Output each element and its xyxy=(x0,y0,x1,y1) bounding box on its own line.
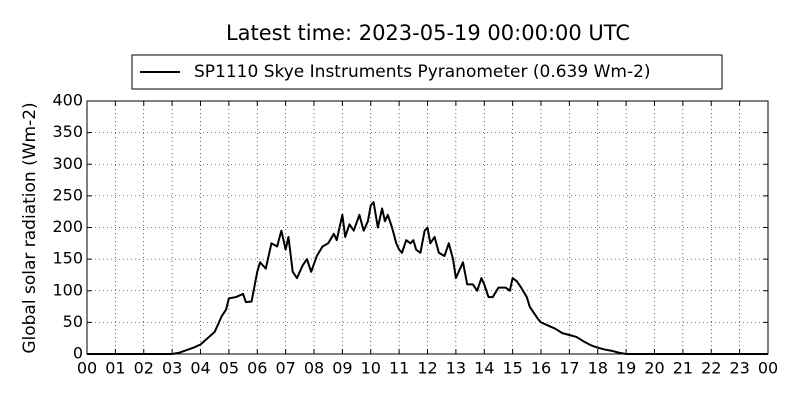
y-tick-label: 200 xyxy=(52,217,83,236)
y-tick-label: 350 xyxy=(52,122,83,141)
legend-label: SP1110 Skye Instruments Pyranometer (0.6… xyxy=(194,62,651,82)
x-tick-label: 05 xyxy=(219,359,239,378)
y-tick-label: 400 xyxy=(52,91,83,110)
x-tick-label: 18 xyxy=(588,359,608,378)
x-tick-label: 12 xyxy=(417,359,437,378)
data-line xyxy=(87,201,768,355)
x-tick-label: 02 xyxy=(134,359,154,378)
chart-title: Latest time: 2023-05-19 00:00:00 UTC xyxy=(226,21,630,45)
x-tick-label: 00 xyxy=(758,359,778,378)
x-tick-label: 15 xyxy=(502,359,522,378)
x-tick-label: 09 xyxy=(332,359,352,378)
y-axis-label: Global solar radiation (Wm-2) xyxy=(20,102,40,353)
x-tick-label: 01 xyxy=(105,359,125,378)
x-tick-label: 13 xyxy=(446,359,466,378)
x-tick-label: 08 xyxy=(304,359,324,378)
x-tick-label: 03 xyxy=(162,359,182,378)
y-tick-label: 50 xyxy=(63,312,83,331)
x-tick-label: 07 xyxy=(275,359,295,378)
y-tick-label: 300 xyxy=(52,154,83,173)
x-tick-label: 14 xyxy=(474,359,494,378)
x-tick-label: 06 xyxy=(247,359,267,378)
x-tick-label: 11 xyxy=(389,359,409,378)
x-tick-label: 00 xyxy=(77,359,97,378)
y-tick-label: 0 xyxy=(73,344,83,363)
y-tick-label: 100 xyxy=(52,280,83,299)
x-tick-label: 10 xyxy=(361,359,381,378)
x-tick-label: 04 xyxy=(190,359,210,378)
x-tick-label: 16 xyxy=(531,359,551,378)
x-tick-label: 22 xyxy=(701,359,721,378)
x-tick-label: 21 xyxy=(673,359,693,378)
plot-frame xyxy=(86,100,769,355)
x-tick-label: 20 xyxy=(644,359,664,378)
y-tick-label: 150 xyxy=(52,249,83,268)
x-tick-label: 19 xyxy=(616,359,636,378)
x-tick-label: 17 xyxy=(559,359,579,378)
y-tick-label: 250 xyxy=(52,185,83,204)
legend-box xyxy=(131,54,723,90)
x-tick-label: 23 xyxy=(729,359,749,378)
